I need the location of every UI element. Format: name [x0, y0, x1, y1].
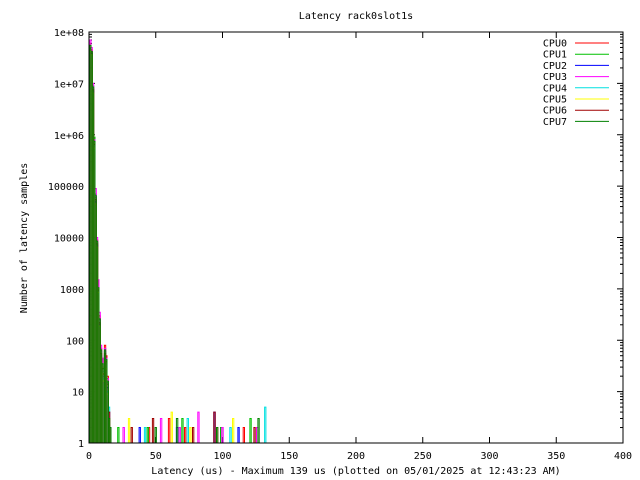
y-tick-label: 1e+07: [54, 79, 84, 90]
y-tick-label: 100000: [48, 182, 84, 193]
y-tick-label: 100: [66, 336, 84, 347]
y-tick-label: 1e+06: [54, 131, 84, 142]
y-axis-label: Number of latency samples: [19, 163, 30, 314]
x-tick-label: 250: [414, 451, 432, 462]
y-tick-label: 1: [78, 439, 84, 450]
x-tick-label: 350: [547, 451, 565, 462]
x-tick-label: 50: [150, 451, 162, 462]
series-line-cpu1: [89, 47, 264, 444]
y-tick-label: 10: [72, 388, 84, 399]
y-tick-label: 1e+08: [54, 28, 84, 39]
legend-label-cpu7: CPU7: [543, 117, 567, 128]
legend-label-cpu0: CPU0: [543, 39, 567, 50]
series-line-cpu0: [89, 42, 261, 444]
series-line-cpu4: [89, 51, 267, 444]
x-tick-label: 100: [213, 451, 231, 462]
legend-label-cpu1: CPU1: [543, 50, 567, 61]
legend-label-cpu3: CPU3: [543, 72, 567, 83]
legend-label-cpu6: CPU6: [543, 106, 567, 117]
x-tick-label: 400: [614, 451, 632, 462]
chart-title: Latency rack0slot1s: [299, 11, 413, 22]
series-line-cpu3: [89, 39, 259, 444]
series-line-cpu6: [89, 47, 256, 444]
series-group: [89, 39, 276, 444]
series-line-cpu2: [89, 49, 276, 444]
legend-label-cpu2: CPU2: [543, 61, 567, 72]
x-tick-label: 150: [280, 451, 298, 462]
x-tick-label: 300: [480, 451, 498, 462]
series-line-cpu5: [89, 50, 253, 444]
plot-frame: [88, 31, 624, 444]
series-line-cpu7: [89, 44, 260, 444]
x-axis-label: Latency (us) - Maximum 139 us (plotted o…: [151, 466, 560, 477]
x-tick-label: 0: [86, 451, 92, 462]
x-tick-label: 200: [347, 451, 365, 462]
legend-label-cpu5: CPU5: [543, 95, 567, 106]
legend-label-cpu4: CPU4: [543, 83, 567, 94]
y-tick-label: 1000: [60, 285, 84, 296]
y-tick-label: 10000: [54, 234, 84, 245]
